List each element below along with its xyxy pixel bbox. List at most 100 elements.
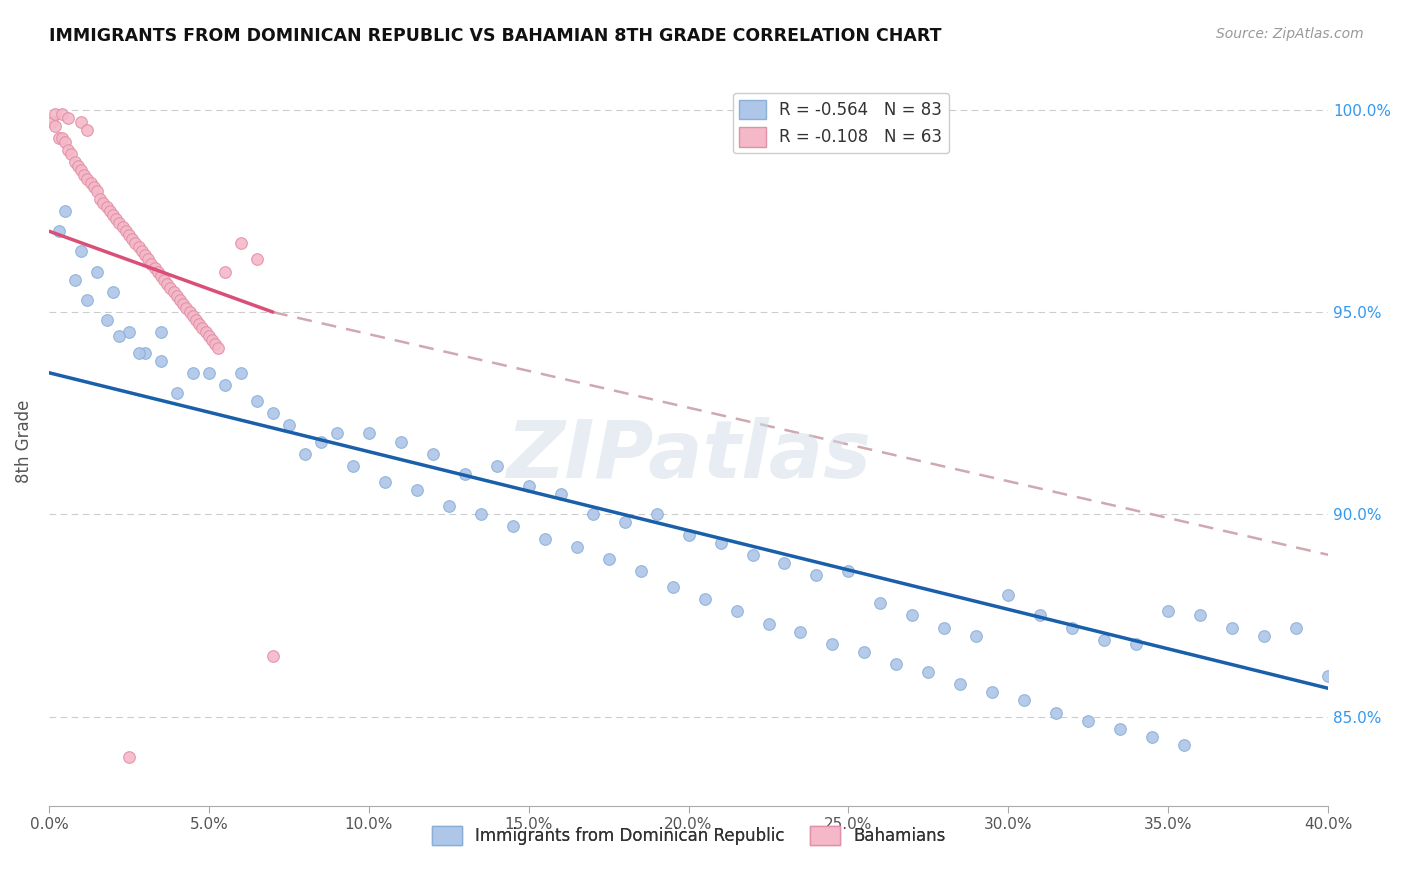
Point (105, 212, 128, 227)
Point (108, 329, 131, 343)
Point (1189, 608, 1212, 623)
Point (156, 277, 179, 291)
Point (153, 273, 176, 287)
Point (470, 508, 492, 522)
Point (1253, 629, 1275, 643)
Point (63, 155, 86, 169)
Point (188, 317, 211, 331)
Point (44, 119, 66, 133)
Point (96, 200, 118, 214)
Point (194, 326, 217, 340)
Point (111, 220, 134, 235)
Point (134, 248, 156, 262)
Point (965, 629, 987, 643)
Text: IMMIGRANTS FROM DOMINICAN REPUBLIC VS BAHAMIAN 8TH GRADE CORRELATION CHART: IMMIGRANTS FROM DOMINICAN REPUBLIC VS BA… (49, 27, 942, 45)
Point (198, 329, 221, 343)
Point (533, 532, 555, 546)
Point (83, 179, 105, 194)
Point (981, 685, 1004, 699)
Point (741, 548, 763, 562)
Point (357, 426, 380, 441)
Point (949, 677, 972, 691)
Point (758, 616, 780, 631)
Point (48, 131, 70, 145)
Point (693, 592, 716, 607)
Point (837, 564, 859, 578)
Point (1317, 669, 1340, 683)
Point (70, 244, 93, 259)
Point (262, 648, 284, 663)
Point (70, 163, 93, 178)
Point (1109, 722, 1132, 736)
Point (374, 475, 396, 489)
Point (565, 540, 588, 554)
Point (76, 293, 98, 307)
Point (262, 406, 284, 420)
Point (502, 519, 524, 533)
Point (389, 434, 412, 449)
Point (141, 256, 163, 270)
Point (53, 135, 76, 149)
Point (309, 434, 332, 449)
Point (51, 131, 73, 145)
Point (326, 426, 349, 441)
Text: Source: ZipAtlas.com: Source: ZipAtlas.com (1216, 27, 1364, 41)
Point (517, 479, 540, 493)
Point (76, 171, 98, 186)
Point (645, 508, 668, 522)
Point (1092, 632, 1115, 647)
Point (869, 596, 891, 610)
Text: ZIPatlas: ZIPatlas (506, 417, 872, 495)
Point (73, 168, 96, 182)
Point (214, 265, 236, 279)
Point (246, 394, 269, 409)
Point (159, 281, 181, 295)
Point (166, 289, 188, 303)
Point (198, 366, 221, 380)
Point (134, 345, 156, 359)
Point (789, 624, 811, 639)
Point (725, 604, 748, 618)
Point (128, 240, 150, 254)
Point (1220, 621, 1243, 635)
Point (229, 236, 252, 251)
Point (934, 621, 956, 635)
Point (630, 564, 652, 578)
Point (454, 467, 477, 481)
Legend: Immigrants from Dominican Republic, Bahamians: Immigrants from Dominican Republic, Baha… (425, 819, 952, 852)
Point (41, 115, 63, 129)
Point (277, 418, 299, 433)
Point (613, 516, 636, 530)
Point (89, 192, 111, 206)
Point (214, 377, 236, 392)
Point (437, 500, 460, 514)
Point (63, 273, 86, 287)
Point (56, 111, 79, 125)
Point (101, 208, 124, 222)
Point (143, 260, 166, 275)
Point (853, 645, 876, 659)
Point (179, 305, 201, 319)
Point (96, 313, 118, 327)
Point (1125, 637, 1147, 651)
Point (191, 321, 214, 335)
Point (56, 143, 79, 157)
Point (86, 184, 108, 198)
Point (128, 345, 150, 359)
Point (229, 366, 252, 380)
Point (124, 236, 146, 251)
Point (1285, 621, 1308, 635)
Point (201, 334, 224, 348)
Point (405, 483, 427, 497)
Point (118, 750, 141, 764)
Point (118, 228, 141, 243)
Point (166, 386, 188, 401)
Point (678, 527, 700, 541)
Point (181, 366, 204, 380)
Point (118, 326, 141, 340)
Point (1062, 621, 1084, 635)
Point (204, 337, 226, 351)
Point (53, 203, 76, 218)
Point (91, 195, 114, 210)
Point (121, 232, 143, 246)
